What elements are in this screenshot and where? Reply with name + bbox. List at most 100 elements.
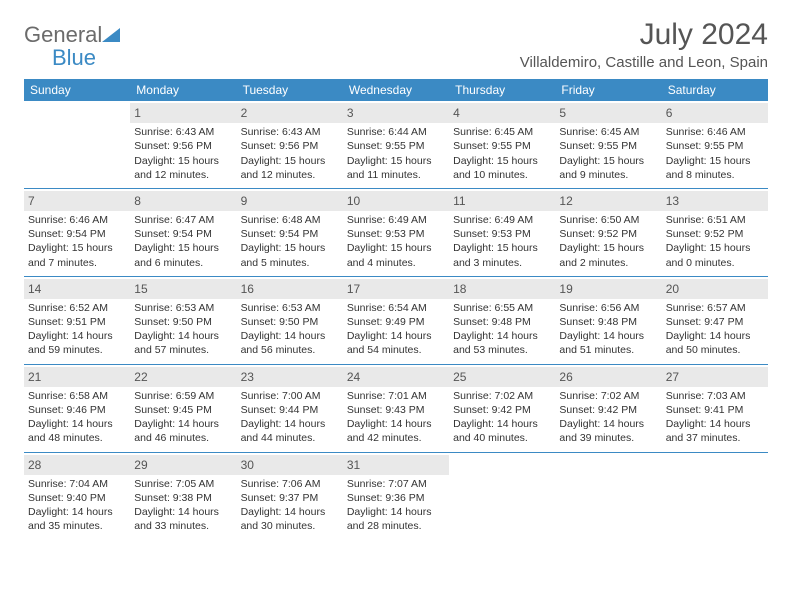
day-number: 26 [555,367,661,387]
daylight-line: Daylight: 14 hours and 46 minutes. [134,417,232,445]
calendar-cell: 11Sunrise: 6:49 AMSunset: 9:53 PMDayligh… [449,188,555,276]
calendar-cell: 20Sunrise: 6:57 AMSunset: 9:47 PMDayligh… [662,276,768,364]
sunrise-line: Sunrise: 6:43 AM [241,125,339,139]
daylight-line: Daylight: 15 hours and 10 minutes. [453,154,551,182]
sunset-line: Sunset: 9:55 PM [453,139,551,153]
calendar-cell [449,452,555,539]
title-block: July 2024 Villaldemiro, Castille and Leo… [520,18,768,71]
day-header: Monday [130,79,236,101]
day-number: 27 [662,367,768,387]
sunrise-line: Sunrise: 7:03 AM [666,389,764,403]
sunset-line: Sunset: 9:42 PM [453,403,551,417]
calendar-cell: 22Sunrise: 6:59 AMSunset: 9:45 PMDayligh… [130,364,236,452]
calendar-cell: 16 Sunrise: 6:53 AMSunset: 9:50 PMDayligh… [237,276,343,364]
calendar-week-row: 28Sunrise: 7:04 AMSunset: 9:40 PMDayligh… [24,452,768,539]
calendar-cell: 10Sunrise: 6:49 AMSunset: 9:53 PMDayligh… [343,188,449,276]
day-header: Saturday [662,79,768,101]
daylight-line: Daylight: 14 hours and 57 minutes. [134,329,232,357]
calendar-cell: 3Sunrise: 6:44 AMSunset: 9:55 PMDaylight… [343,101,449,188]
sunset-line: Sunset: 9:36 PM [347,491,445,505]
day-number: 25 [449,367,555,387]
day-number: 9 [237,191,343,211]
daylight-line: Daylight: 15 hours and 12 minutes. [134,154,232,182]
sunset-line: Sunset: 9:38 PM [134,491,232,505]
sunrise-line: Sunrise: 7:04 AM [28,477,126,491]
sunset-line: Sunset: 9:45 PM [134,403,232,417]
daylight-line: Daylight: 15 hours and 5 minutes. [241,241,339,269]
day-number: 30 [237,455,343,475]
daylight-line: Daylight: 14 hours and 35 minutes. [28,505,126,533]
sunrise-line: Sunrise: 7:00 AM [241,389,339,403]
day-header: Tuesday [237,79,343,101]
calendar-cell: 29Sunrise: 7:05 AMSunset: 9:38 PMDayligh… [130,452,236,539]
sunrise-line: Sunrise: 6:46 AM [28,213,126,227]
daylight-line: Daylight: 14 hours and 28 minutes. [347,505,445,533]
daylight-line: Daylight: 15 hours and 11 minutes. [347,154,445,182]
page-title: July 2024 [520,18,768,52]
calendar-week-row: 21Sunrise: 6:58 AMSunset: 9:46 PMDayligh… [24,364,768,452]
day-number: 18 [449,279,555,299]
calendar-cell: 4Sunrise: 6:45 AMSunset: 9:55 PMDaylight… [449,101,555,188]
calendar-cell: 25Sunrise: 7:02 AMSunset: 9:42 PMDayligh… [449,364,555,452]
calendar-cell: 30Sunrise: 7:06 AMSunset: 9:37 PMDayligh… [237,452,343,539]
day-number: 15 [130,279,236,299]
calendar-cell [662,452,768,539]
sunset-line: Sunset: 9:55 PM [559,139,657,153]
daylight-line: Daylight: 14 hours and 30 minutes. [241,505,339,533]
daylight-line: Daylight: 14 hours and 56 minutes. [241,329,339,357]
calendar-cell: 8Sunrise: 6:47 AMSunset: 9:54 PMDaylight… [130,188,236,276]
daylight-line: Daylight: 14 hours and 42 minutes. [347,417,445,445]
day-number: 24 [343,367,449,387]
day-number: 2 [237,103,343,123]
day-number: 16 [237,279,343,299]
day-number: 19 [555,279,661,299]
sunset-line: Sunset: 9:44 PM [241,403,339,417]
calendar-cell: 24 Sunrise: 7:01 AMSunset: 9:43 PMDayligh… [343,364,449,452]
day-number: 23 [237,367,343,387]
calendar-cell: 15Sunrise: 6:53 AMSunset: 9:50 PMDayligh… [130,276,236,364]
sunset-line: Sunset: 9:54 PM [28,227,126,241]
calendar-cell: 31Sunrise: 7:07 AMSunset: 9:36 PMDayligh… [343,452,449,539]
logo-text-blue: Blue [24,45,96,70]
day-number: 13 [662,191,768,211]
sunset-line: Sunset: 9:48 PM [453,315,551,329]
sunrise-line: Sunrise: 6:50 AM [559,213,657,227]
calendar-cell: 1Sunrise: 6:43 AMSunset: 9:56 PMDaylight… [130,101,236,188]
sunset-line: Sunset: 9:43 PM [347,403,445,417]
sunrise-line: Sunrise: 6:49 AM [453,213,551,227]
daylight-line: Daylight: 15 hours and 7 minutes. [28,241,126,269]
day-number: 31 [343,455,449,475]
sunset-line: Sunset: 9:52 PM [559,227,657,241]
logo-triangle-icon [102,28,120,47]
calendar-cell: 12Sunrise: 6:50 AMSunset: 9:52 PMDayligh… [555,188,661,276]
sunrise-line: Sunrise: 7:01 AM [347,389,445,403]
sunset-line: Sunset: 9:55 PM [347,139,445,153]
daylight-line: Daylight: 15 hours and 4 minutes. [347,241,445,269]
calendar-cell: 21Sunrise: 6:58 AMSunset: 9:46 PMDayligh… [24,364,130,452]
calendar-week-row: 7Sunrise: 6:46 AMSunset: 9:54 PMDaylight… [24,188,768,276]
day-number: 10 [343,191,449,211]
day-number: 29 [130,455,236,475]
sunset-line: Sunset: 9:50 PM [241,315,339,329]
calendar-cell: 23 Sunrise: 7:00 AMSunset: 9:44 PMDayligh… [237,364,343,452]
daylight-line: Daylight: 15 hours and 6 minutes. [134,241,232,269]
daylight-line: Daylight: 14 hours and 59 minutes. [28,329,126,357]
day-number: 5 [555,103,661,123]
logo-text-gray: General [24,22,102,47]
sunrise-line: Sunrise: 6:43 AM [134,125,232,139]
daylight-line: Daylight: 14 hours and 37 minutes. [666,417,764,445]
calendar-cell: 2Sunrise: 6:43 AMSunset: 9:56 PMDaylight… [237,101,343,188]
sunrise-line: Sunrise: 6:46 AM [666,125,764,139]
sunrise-line: Sunrise: 6:53 AM [241,301,339,315]
sunrise-line: Sunrise: 6:59 AM [134,389,232,403]
sunset-line: Sunset: 9:55 PM [666,139,764,153]
day-number: 4 [449,103,555,123]
location-text: Villaldemiro, Castille and Leon, Spain [520,54,768,71]
sunrise-line: Sunrise: 6:58 AM [28,389,126,403]
daylight-line: Daylight: 15 hours and 8 minutes. [666,154,764,182]
daylight-line: Daylight: 14 hours and 51 minutes. [559,329,657,357]
calendar-week-row: 1Sunrise: 6:43 AMSunset: 9:56 PMDaylight… [24,101,768,188]
daylight-line: Daylight: 14 hours and 44 minutes. [241,417,339,445]
sunrise-line: Sunrise: 7:06 AM [241,477,339,491]
day-header: Sunday [24,79,130,101]
